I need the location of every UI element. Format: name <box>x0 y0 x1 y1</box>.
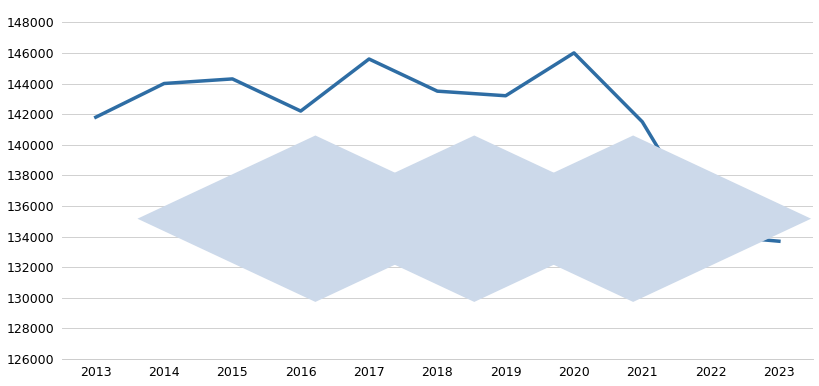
Text: 3: 3 <box>292 183 333 240</box>
Text: 3: 3 <box>668 183 708 240</box>
Text: 3: 3 <box>480 183 521 240</box>
